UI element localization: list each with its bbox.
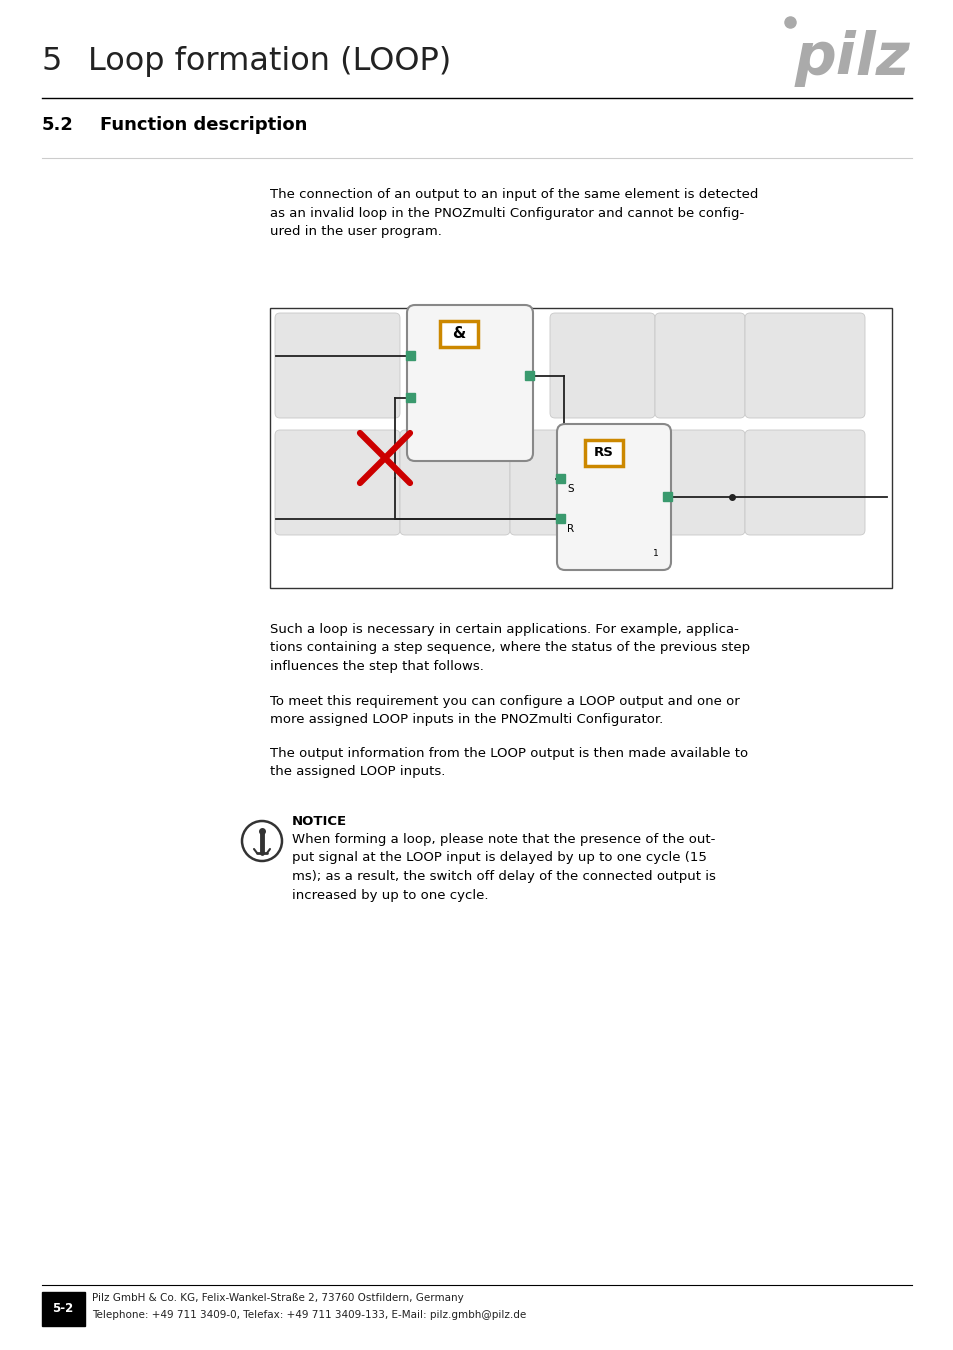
Text: 5.2: 5.2 [42, 116, 73, 134]
Text: The output information from the LOOP output is then made available to
the assign: The output information from the LOOP out… [270, 747, 747, 779]
Text: S: S [566, 485, 573, 494]
Bar [42, 1292, 85, 1326]
FancyBboxPatch shape [550, 313, 655, 418]
FancyBboxPatch shape [557, 424, 670, 570]
Text: 5: 5 [42, 46, 62, 77]
Text: NOTICE: NOTICE [292, 815, 347, 828]
FancyBboxPatch shape [407, 305, 533, 460]
Text: The connection of an output to an input of the same element is detected
as an in: The connection of an output to an input … [270, 188, 758, 238]
Bar [662, 491, 671, 501]
Text: R: R [566, 524, 574, 535]
Text: 1: 1 [653, 549, 659, 558]
FancyBboxPatch shape [655, 431, 744, 535]
FancyBboxPatch shape [744, 313, 864, 418]
Text: Loop formation (LOOP): Loop formation (LOOP) [88, 46, 451, 77]
Bar [556, 514, 564, 522]
Text: Telephone: +49 711 3409-0, Telefax: +49 711 3409-133, E-Mail: pilz.gmbh@pilz.de: Telephone: +49 711 3409-0, Telefax: +49 … [91, 1310, 526, 1320]
Text: &: & [452, 327, 465, 342]
FancyBboxPatch shape [399, 431, 510, 535]
Bar [439, 321, 477, 347]
Text: When forming a loop, please note that the presence of the out-
put signal at the: When forming a loop, please note that th… [292, 833, 715, 902]
FancyBboxPatch shape [274, 431, 399, 535]
FancyBboxPatch shape [655, 313, 744, 418]
Bar [406, 351, 415, 360]
Bar [406, 393, 415, 402]
Text: Function description: Function description [100, 116, 307, 134]
Text: Such a loop is necessary in certain applications. For example, applica-
tions co: Such a loop is necessary in certain appl… [270, 622, 749, 674]
Text: pilz: pilz [794, 30, 909, 86]
Text: Pilz GmbH & Co. KG, Felix-Wankel-Straße 2, 73760 Ostfildern, Germany: Pilz GmbH & Co. KG, Felix-Wankel-Straße … [91, 1293, 463, 1303]
FancyBboxPatch shape [510, 431, 589, 535]
Text: 5-2: 5-2 [52, 1303, 73, 1315]
FancyBboxPatch shape [274, 313, 399, 418]
FancyBboxPatch shape [744, 431, 864, 535]
Bar [556, 474, 564, 483]
Bar [584, 440, 622, 466]
Text: RS: RS [594, 447, 614, 459]
Bar [270, 308, 891, 589]
Bar [524, 371, 534, 379]
Text: To meet this requirement you can configure a LOOP output and one or
more assigne: To meet this requirement you can configu… [270, 695, 739, 726]
